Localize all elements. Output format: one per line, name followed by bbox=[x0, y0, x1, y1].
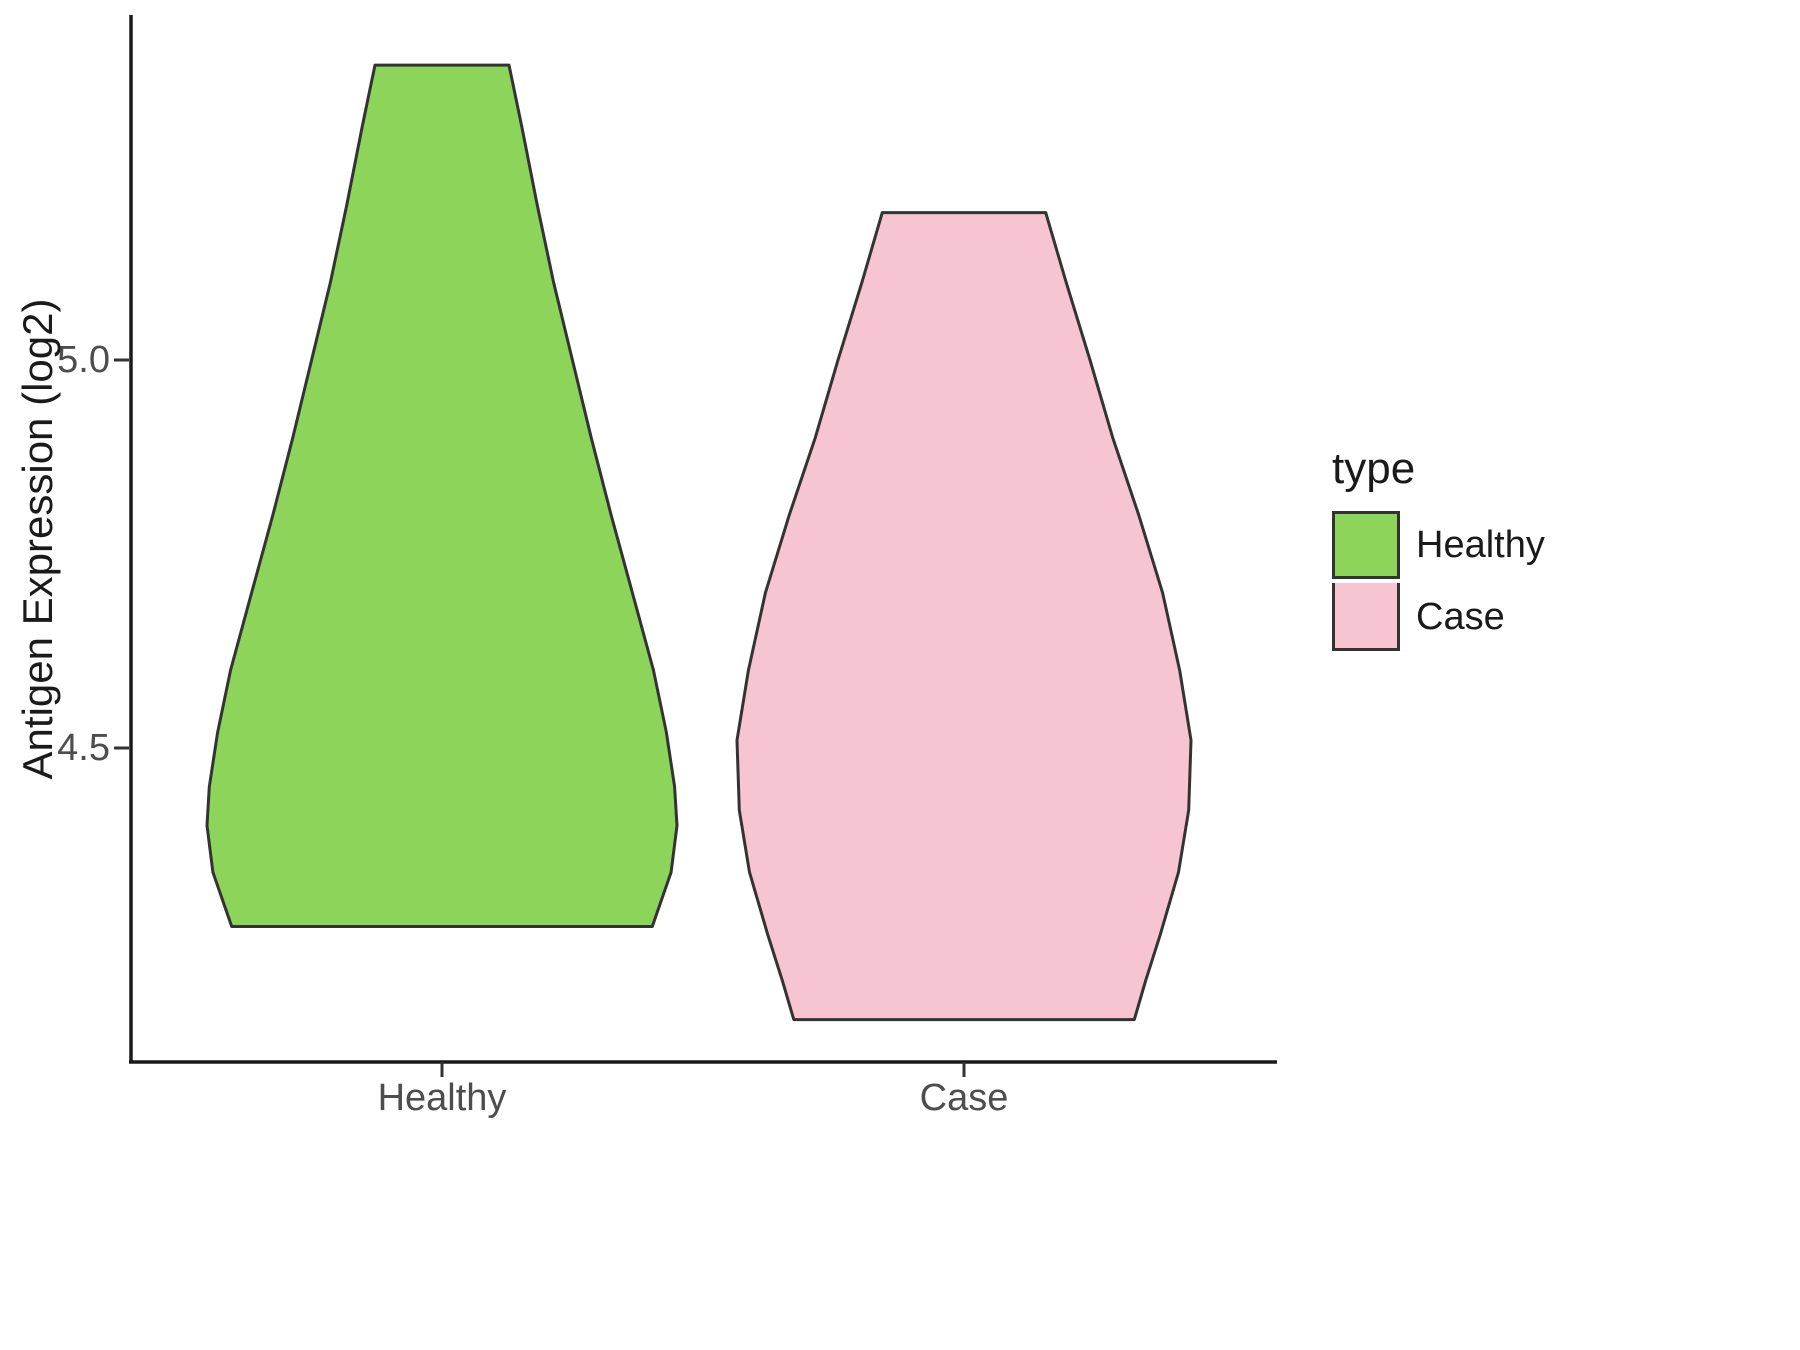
legend-item-healthy: Healthy bbox=[1332, 509, 1545, 581]
legend-items: Healthy Case bbox=[1332, 509, 1545, 653]
legend: type Healthy Case bbox=[1332, 445, 1545, 653]
legend-label-healthy: Healthy bbox=[1416, 524, 1545, 566]
x-tick-label-healthy: Healthy bbox=[377, 1077, 507, 1119]
violin-case bbox=[735, 211, 1193, 1022]
y-axis-title: Antigen Expression (log2) bbox=[14, 298, 61, 780]
y-tick-label-4.5: 4.5 bbox=[57, 727, 110, 769]
violin-shapes bbox=[205, 63, 1193, 1022]
violin-healthy bbox=[205, 63, 679, 928]
legend-title: type bbox=[1332, 444, 1416, 493]
x-tick-label-case: Case bbox=[919, 1077, 1009, 1119]
y-tick-label-5.0: 5.0 bbox=[57, 339, 110, 381]
legend-key-swatch-healthy bbox=[1332, 511, 1400, 579]
legend-key-swatch-case bbox=[1332, 583, 1400, 651]
legend-item-case: Case bbox=[1332, 581, 1545, 653]
legend-label-case: Case bbox=[1416, 596, 1505, 638]
